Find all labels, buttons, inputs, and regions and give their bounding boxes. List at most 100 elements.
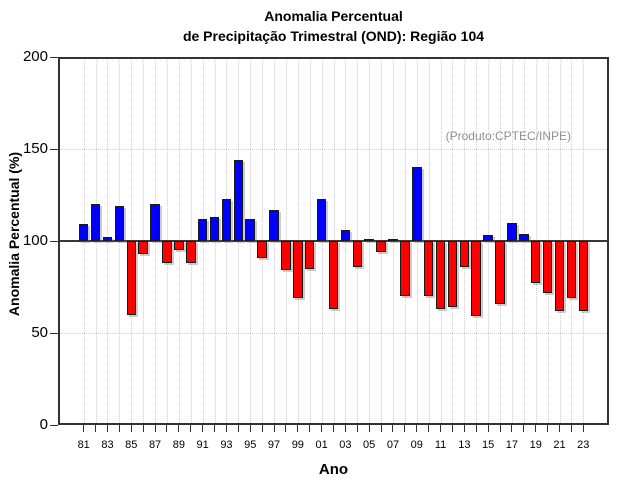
x-tick-1993 [225, 425, 227, 432]
bar-2021 [554, 241, 565, 311]
bar-2023 [578, 241, 589, 311]
y-tick-label-0: 0 [39, 416, 48, 433]
x-tick-label-2001: 01 [315, 439, 328, 451]
x-tick-2013 [463, 425, 465, 432]
x-tick-2010 [428, 425, 430, 432]
x-tick-label-2003: 03 [339, 439, 352, 451]
bar-1982 [90, 204, 101, 241]
x-tick-1987 [154, 425, 156, 432]
y-tick-150 [50, 148, 58, 150]
x-tick-label-1995: 95 [244, 439, 257, 451]
x-tick-1988 [166, 425, 168, 432]
y-tick-label-100: 100 [22, 232, 48, 249]
x-tick-2007 [392, 425, 394, 432]
x-tick-2023 [582, 425, 584, 432]
horizontal-gridline [58, 149, 609, 150]
x-tick-1984 [118, 425, 120, 432]
x-tick-1998 [285, 425, 287, 432]
bar-1992 [209, 217, 220, 241]
x-tick-label-2017: 17 [505, 439, 519, 451]
x-tick-2017 [511, 425, 513, 432]
bar-1998 [281, 241, 291, 271]
horizontal-gridline [58, 333, 609, 334]
bar-2018 [519, 233, 529, 241]
x-tick-label-2007: 07 [386, 439, 400, 451]
x-tick-2022 [570, 425, 572, 432]
y-tick-label-200: 200 [22, 48, 48, 65]
x-tick-1990 [190, 425, 192, 432]
x-tick-label-1999: 99 [291, 439, 304, 451]
bar-2022 [566, 241, 577, 299]
source-annotation: (Produto:CPTEC/INPE) [445, 129, 571, 143]
bar-2005 [364, 239, 374, 242]
bar-2013 [459, 241, 470, 267]
bar-1987 [150, 204, 160, 241]
bar-2006 [376, 241, 386, 253]
x-tick-2005 [368, 425, 370, 432]
x-tick-1983 [106, 425, 108, 432]
bar-1991 [197, 218, 208, 241]
x-axis-title: Ano [318, 461, 349, 478]
x-tick-1997 [273, 425, 275, 432]
y-tick-100 [50, 240, 58, 242]
bar-1983 [102, 237, 113, 241]
bar-1989 [174, 241, 184, 251]
bar-1995 [245, 218, 255, 241]
bar-2004 [352, 241, 363, 267]
x-tick-1985 [130, 425, 132, 432]
x-tick-label-2023: 23 [577, 439, 590, 451]
y-tick-0 [50, 424, 58, 426]
chart-title-line1: Anomalia Percentual [264, 8, 403, 24]
bar-1984 [114, 206, 125, 241]
bar-2001 [316, 198, 327, 241]
x-tick-label-1989: 89 [172, 439, 185, 451]
bar-2014 [471, 241, 481, 317]
bar-2010 [423, 241, 434, 297]
x-tick-2018 [523, 425, 525, 432]
bar-2003 [340, 229, 351, 241]
x-tick-2019 [535, 425, 537, 432]
x-tick-2003 [344, 425, 346, 432]
bar-2020 [542, 241, 553, 293]
x-tick-2011 [440, 425, 442, 432]
x-tick-2009 [416, 425, 418, 432]
x-tick-label-1997: 97 [267, 439, 281, 451]
bar-1981 [78, 224, 89, 241]
x-tick-1999 [297, 425, 299, 432]
x-tick-2002 [333, 425, 334, 432]
bar-2009 [412, 167, 422, 241]
x-tick-label-2021: 21 [553, 439, 566, 451]
bar-1994 [233, 160, 244, 241]
bar-1985 [126, 241, 137, 315]
bar-2002 [328, 241, 339, 310]
x-tick-2004 [356, 425, 358, 432]
bar-2016 [495, 241, 505, 304]
x-tick-label-1987: 87 [148, 439, 162, 451]
bar-2019 [530, 241, 541, 284]
bar-1988 [162, 241, 172, 264]
x-tick-2015 [487, 425, 489, 432]
bar-2012 [447, 241, 458, 308]
plot-area: (Produto:CPTEC/INPE) [58, 57, 609, 425]
bar-1990 [186, 241, 196, 264]
bar-1999 [293, 241, 303, 299]
bar-2008 [400, 241, 410, 297]
bar-2017 [507, 222, 517, 241]
y-tick-label-50: 50 [31, 324, 48, 341]
x-tick-label-1991: 91 [196, 439, 209, 451]
chart-title-line2: de Precipitação Trimestral (OND): Região… [182, 28, 485, 44]
x-tick-2001 [321, 425, 323, 432]
x-tick-1996 [261, 425, 263, 432]
y-tick-200 [50, 56, 58, 58]
x-tick-label-2015: 15 [482, 439, 495, 451]
x-tick-label-2009: 09 [410, 439, 423, 451]
bar-1993 [221, 198, 232, 241]
x-tick-2014 [475, 425, 477, 432]
bar-2011 [435, 241, 446, 310]
x-tick-1994 [237, 425, 239, 432]
bar-2000 [304, 241, 315, 269]
bar-2007 [388, 239, 398, 242]
x-tick-1992 [214, 425, 216, 432]
y-tick-50 [50, 332, 58, 334]
